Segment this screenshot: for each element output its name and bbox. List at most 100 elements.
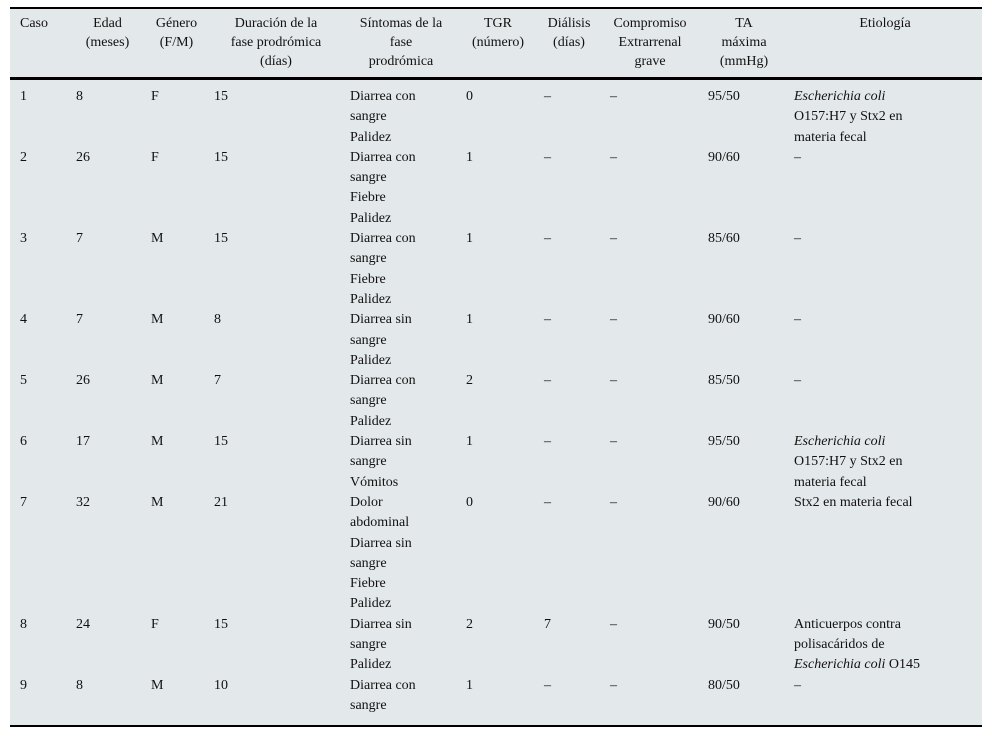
header-line: Síntomas de la [359, 16, 443, 31]
cell-dialisis: – [544, 494, 551, 510]
cell-etiologia: – [788, 148, 982, 229]
cell-dialisis: – [544, 677, 551, 693]
header-line: Género [155, 16, 198, 31]
cell-caso: 8 [20, 616, 27, 632]
table-header: Caso Edad (meses) Género (F/M) Duración de la… [10, 8, 982, 80]
table-row: 9 8 M 10 Diarrea con sangre 1 – – 80/50 – [10, 676, 982, 727]
header-line: (meses) [85, 35, 130, 50]
cell-compromiso: – [610, 373, 617, 389]
cell-etiologia: Stx2 en materia fecal [788, 493, 982, 615]
cell-sintomas: Diarrea con sangre Fiebre Palidez [344, 148, 458, 229]
symptom-item: Diarrea sin sangre [350, 535, 412, 571]
table-row: 1 8 F 15 Diarrea con sangre Palidez 0 – – 95/50 Es… [10, 79, 982, 148]
etiology-segment: – [794, 149, 801, 165]
cell-compromiso: – [610, 494, 617, 510]
cell-dialisis: – [544, 89, 551, 104]
etiology-text: – [794, 676, 934, 696]
table-row: 4 7 M 8 Diarrea sin sangre Palidez 1 – – 90/60 – [10, 310, 982, 371]
cell-compromiso: – [610, 616, 617, 632]
column-header-ta: TA máxima (mmHg) [700, 8, 788, 80]
header-line: Compromiso [613, 16, 687, 31]
cell-genero: F [151, 616, 159, 632]
cell-tgr: 0 [466, 494, 473, 510]
header-line: (días) [260, 54, 292, 69]
cell-dialisis: – [544, 231, 551, 247]
etiology-segment: O145 [885, 657, 920, 673]
cell-etiologia: Escherichia coli O157:H7 y Stx2 en mater… [788, 432, 982, 493]
cell-etiologia: – [788, 371, 982, 432]
symptom-item: Diarrea con sangre [350, 231, 416, 267]
cell-ta: 85/60 [708, 231, 740, 247]
cell-caso: 3 [20, 231, 27, 247]
clinical-cases-table-wrap: Caso Edad (meses) Género (F/M) Duración de la… [10, 7, 982, 728]
cell-edad: 26 [76, 149, 90, 165]
cell-sintomas: Dolor abdominal Diarrea sin sangre Fiebre P… [344, 493, 458, 615]
column-header-sintomas: Síntomas de la fase prodrómica [344, 8, 458, 80]
header-line: prodrómica [368, 54, 434, 69]
cell-sintomas: Diarrea con sangre Fiebre Palidez [344, 229, 458, 310]
cell-ta: 95/50 [708, 89, 740, 104]
cell-edad: 26 [76, 373, 90, 389]
symptom-item: Palidez [350, 291, 392, 307]
cell-edad: 32 [76, 494, 90, 510]
cell-sintomas: Diarrea sin sangre Palidez [344, 615, 458, 676]
header-row: Caso Edad (meses) Género (F/M) Duración de la… [10, 8, 982, 80]
table-row: 2 26 F 15 Diarrea con sangre Fiebre Palidez 1 – –… [10, 148, 982, 229]
column-header-edad: Edad (meses) [70, 8, 145, 80]
column-header-genero: Género (F/M) [145, 8, 208, 80]
etiology-segment: – [794, 373, 801, 389]
cell-ta: 90/50 [708, 616, 740, 632]
etiology-text: – [794, 229, 934, 249]
cell-duracion: 21 [214, 494, 228, 510]
etiology-segment: Anticuerpos contra polisacáridos de [794, 616, 901, 653]
cell-tgr: 1 [466, 231, 473, 247]
cell-caso: 4 [20, 312, 27, 328]
cell-caso: 9 [20, 677, 27, 693]
column-header-caso: Caso [10, 8, 70, 80]
cell-genero: M [151, 434, 164, 450]
etiology-segment: – [794, 677, 801, 693]
etiology-text: Escherichia coli O157:H7 y Stx2 en mater… [794, 87, 934, 148]
symptom-item: Diarrea sin sangre [350, 616, 412, 653]
cell-duracion: 8 [214, 312, 221, 328]
cell-edad: 24 [76, 616, 90, 632]
cell-compromiso: – [610, 677, 617, 693]
symptom-item: Palidez [350, 352, 392, 368]
etiology-italic-segment: Escherichia coli [794, 657, 886, 673]
symptom-item: Fiebre [350, 190, 386, 206]
cell-ta: 90/60 [708, 149, 740, 165]
header-line: (F/M) [159, 35, 194, 50]
cell-sintomas: Diarrea con sangre Palidez [344, 79, 458, 148]
symptom-item: Diarrea con sangre [350, 677, 416, 713]
cell-tgr: 0 [466, 89, 473, 104]
cell-tgr: 1 [466, 434, 473, 450]
symptom-item: Diarrea con sangre [350, 149, 416, 186]
cell-genero: M [151, 494, 164, 510]
header-line: (mmHg) [719, 54, 769, 69]
header-line: máxima [721, 35, 767, 50]
cell-dialisis: – [544, 373, 551, 389]
cell-edad: 17 [76, 434, 90, 450]
cell-compromiso: – [610, 149, 617, 165]
cell-etiologia: Escherichia coli O157:H7 y Stx2 en mater… [788, 79, 982, 148]
cell-compromiso: – [610, 434, 617, 450]
etiology-text: – [794, 310, 934, 330]
etiology-segment: – [794, 312, 801, 328]
cell-ta: 95/50 [708, 434, 740, 450]
cell-duracion: 15 [214, 616, 228, 632]
symptom-item: Diarrea sin sangre [350, 312, 412, 348]
cell-edad: 7 [76, 312, 83, 328]
cell-tgr: 2 [466, 616, 473, 632]
symptom-item: Palidez [350, 210, 392, 226]
header-line: Edad [93, 16, 122, 31]
cell-edad: 8 [76, 89, 83, 104]
cell-ta: 90/60 [708, 494, 740, 510]
cell-compromiso: – [610, 312, 617, 328]
etiology-text: – [794, 148, 934, 168]
cell-tgr: 2 [466, 373, 473, 389]
cell-dialisis: – [544, 149, 551, 165]
cell-genero: M [151, 373, 164, 389]
cell-duracion: 15 [214, 149, 228, 165]
etiology-text: Anticuerpos contra polisacáridos de Esch… [794, 615, 934, 676]
header-line: Etiología [859, 16, 911, 31]
